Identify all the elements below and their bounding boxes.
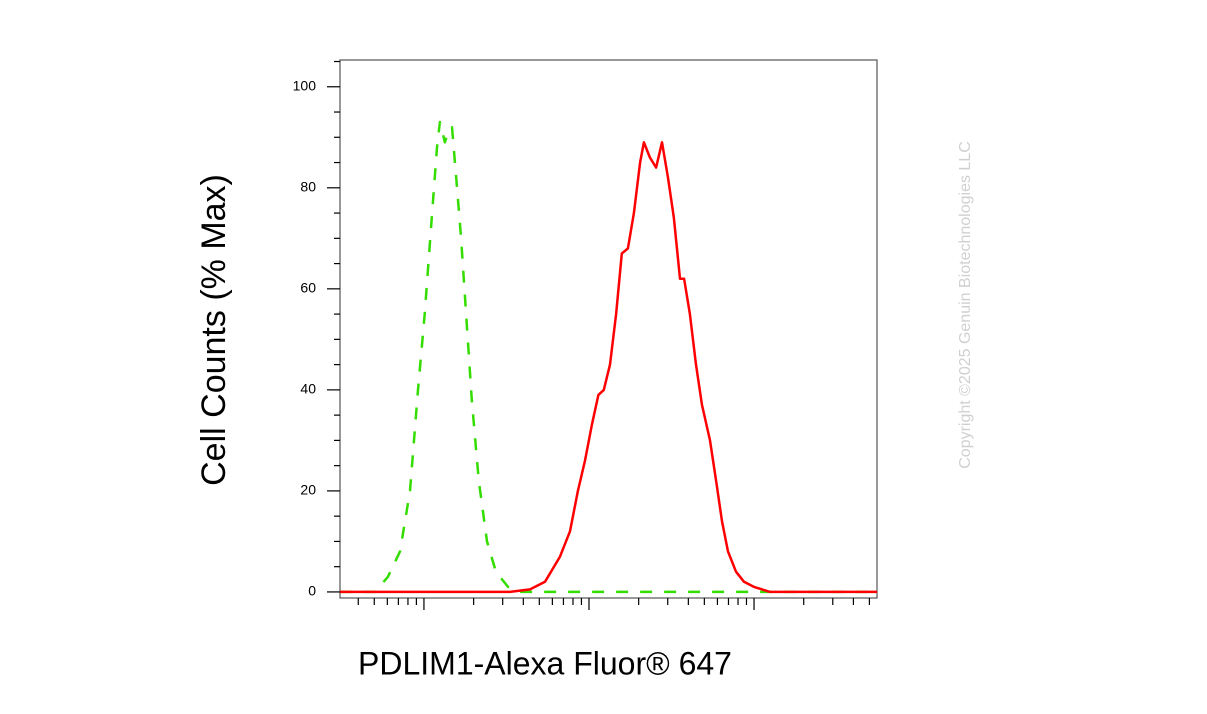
histogram-line	[340, 120, 877, 594]
x-axis-label: PDLIM1-Alexa Fluor® 647	[358, 645, 732, 681]
y-tick-label: 40	[300, 381, 316, 397]
y-tick-label: 60	[300, 280, 316, 296]
watermark: Copyright ©2025 Genuin Biotechnologies L…	[957, 141, 974, 469]
y-axis-label: Cell Counts (% Max)	[195, 174, 233, 486]
histogram-line	[340, 141, 877, 594]
y-tick-label: 20	[300, 482, 316, 498]
y-tick-label: 0	[308, 583, 316, 599]
y-tick-label: 80	[300, 179, 316, 195]
y-tick-label: 100	[293, 77, 317, 93]
plot-frame	[339, 59, 878, 599]
